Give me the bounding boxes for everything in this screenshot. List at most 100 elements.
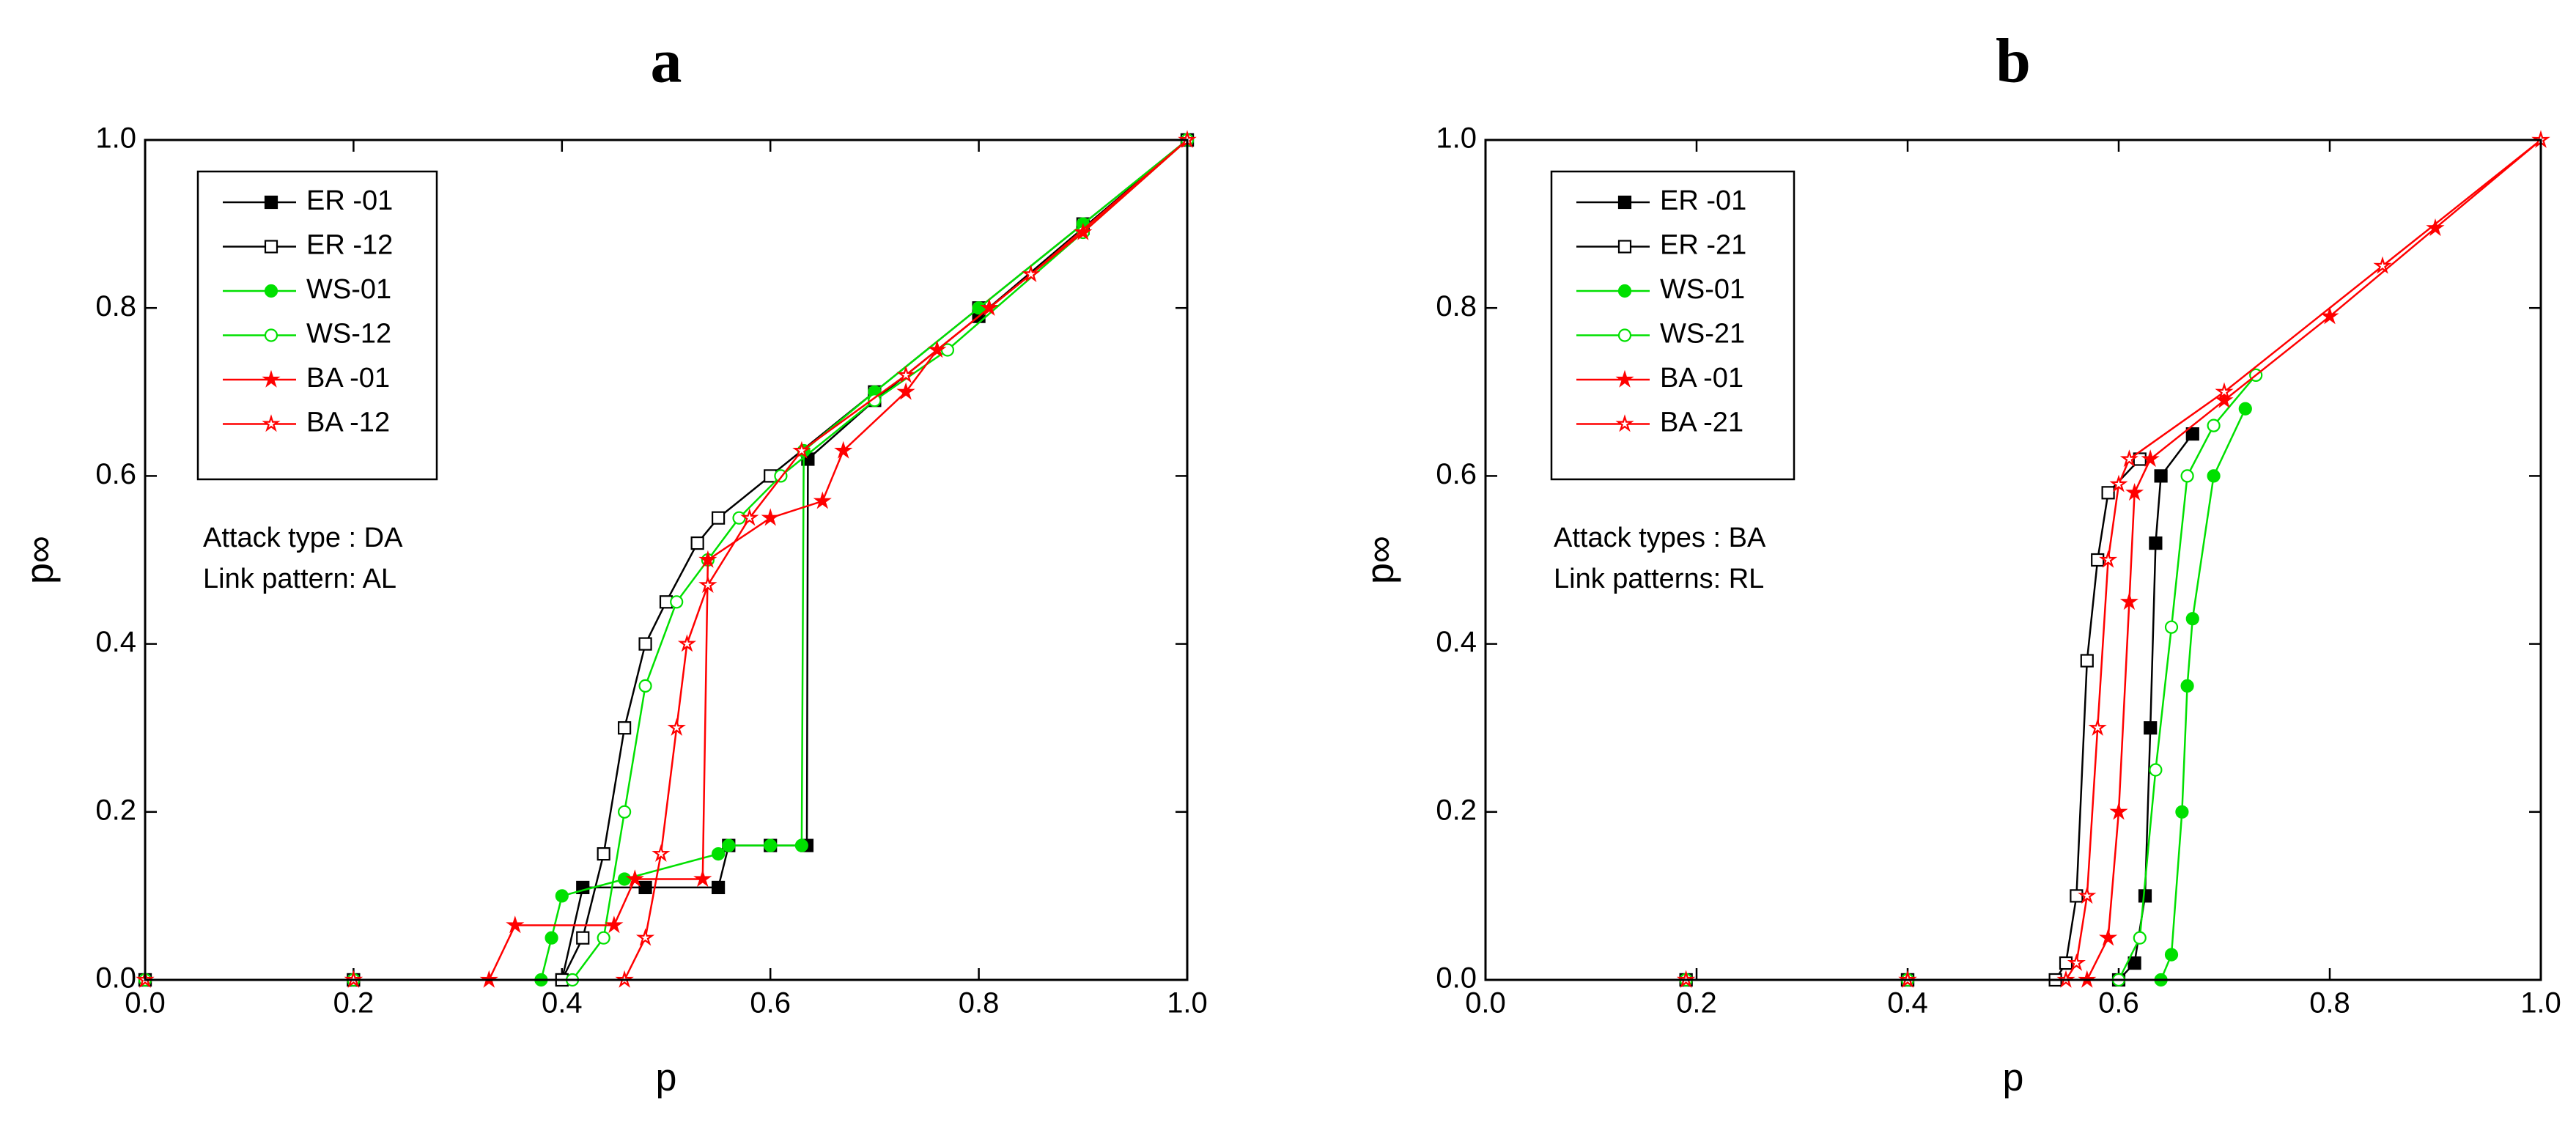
y-tick-label: 1.0 [95,122,136,155]
marker [1074,222,1093,240]
marker [2127,956,2141,970]
y-tick-label: 0.6 [1436,458,1477,490]
marker [2091,553,2105,567]
marker [2109,474,2128,493]
legend-label: WS-01 [1660,274,1745,305]
legend-label: BA -01 [1660,363,1743,394]
marker [262,369,281,388]
legend-label: ER -12 [306,230,393,261]
panel: a p p∞ 0.0 0.2 0.4 0.6 0.8 1.0 0.0 0.2 0.4 0.6 0.8 1.0… [19,26,1208,1099]
marker [2149,536,2163,550]
marker [2185,427,2199,441]
marker [794,838,808,852]
chart-title: b [1996,26,2031,96]
marker [625,869,644,888]
marker [2067,953,2086,971]
marker [698,575,717,594]
marker [618,721,632,735]
series-line [1686,139,2542,981]
annotation: Link patterns: RL [1554,564,1764,594]
annotation: Link pattern: AL [203,564,396,594]
marker [2180,679,2194,693]
y-tick-label: 0.8 [95,290,136,322]
y-tick-label: 1.0 [1436,122,1477,155]
annotation: Attack types : BA [1554,523,1766,553]
marker [597,846,610,861]
legend-label: WS-01 [306,274,391,305]
x-tick-label: 1.0 [1167,987,1208,1019]
marker [698,550,717,568]
marker [764,838,778,852]
marker [711,846,726,861]
x-tick-label: 0.4 [542,987,583,1019]
legend-box [1550,170,1796,481]
x-tick-label: 0.0 [1465,987,1506,1019]
marker [2215,382,2234,400]
x-tick-label: 0.8 [959,987,1000,1019]
marker [2373,256,2392,274]
marker [732,511,746,525]
marker [2207,469,2221,483]
marker [2138,889,2152,903]
panel: b p p∞ 0.0 0.2 0.4 0.6 0.8 1.0 0.0 0.2 0.4 0.6 0.8 1.0… [1359,26,2561,1099]
marker [638,880,652,895]
marker [792,440,811,459]
marker [2133,931,2147,945]
x-tick-label: 0.6 [2098,987,2139,1019]
series [1679,427,2199,987]
marker [545,931,558,945]
marker [264,284,278,298]
marker [618,872,632,886]
y-tick-label: 0.2 [1436,794,1477,826]
y-tick-label: 0.8 [1436,290,1477,322]
x-tick-label: 0.2 [333,987,374,1019]
marker [667,718,686,736]
marker [638,679,652,693]
marker [2109,802,2128,820]
plot-frame [144,139,1189,981]
marker [635,928,655,946]
marker [2164,620,2179,634]
chart-title: a [651,26,682,96]
marker [264,195,278,210]
series-line [1686,433,2193,981]
series-line [145,139,1188,981]
marker [1615,414,1634,432]
legend: ER -01 ER -12 WS-01 WS-12 BA -01 BA -12 [196,170,438,481]
marker [690,536,704,550]
marker [896,365,915,383]
x-tick-label: 0.6 [750,987,791,1019]
marker [834,440,853,459]
legend-label: BA -21 [1660,407,1743,438]
legend-label: WS-21 [1660,319,1745,350]
x-tick-label: 0.2 [1676,987,1717,1019]
marker [618,805,632,819]
legend-label: WS-12 [306,319,391,350]
marker [652,844,671,862]
x-tick-label: 0.0 [125,987,166,1019]
series [1677,130,2550,988]
legend-label: BA -12 [306,407,390,438]
marker [896,382,915,400]
marker [597,931,610,945]
marker [693,869,712,888]
marker [2164,948,2179,962]
legend-label: BA -01 [306,363,390,394]
marker [2078,886,2097,904]
marker [2144,721,2158,735]
marker [677,634,697,652]
x-axis-label: p [656,1057,677,1099]
marker [1617,240,1632,254]
legend-label: ER -01 [306,185,393,216]
marker [264,240,278,254]
marker [2141,449,2160,468]
marker [670,595,684,609]
plot-frame [1484,139,2542,981]
legend-label: ER -21 [1660,230,1746,261]
y-tick-label: 0.4 [1436,626,1477,658]
series [1679,402,2252,987]
marker [2099,550,2118,568]
legend-label: ER -01 [1660,185,1746,216]
marker [638,637,652,651]
marker [711,511,726,525]
